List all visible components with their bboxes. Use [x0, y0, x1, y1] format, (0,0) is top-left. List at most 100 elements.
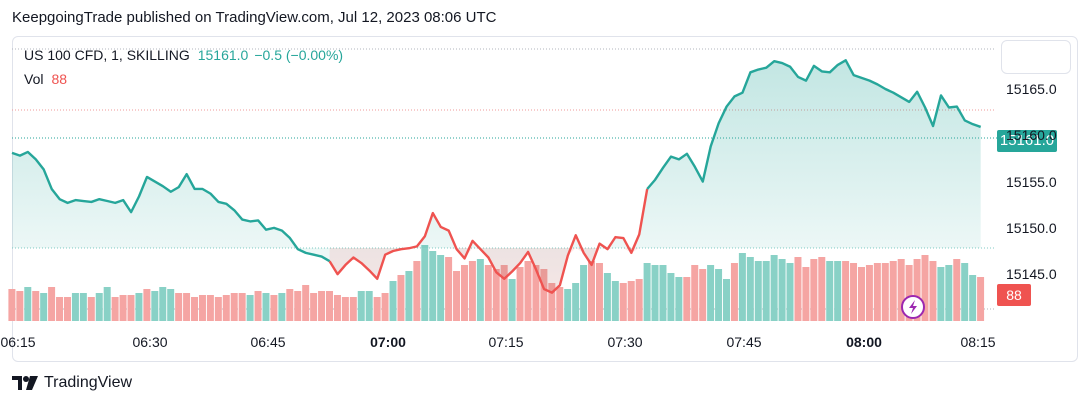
volume-bar	[357, 291, 365, 321]
x-axis-tick-label: 06:15	[0, 334, 36, 350]
volume-bar	[103, 287, 111, 321]
volume-bar	[365, 291, 373, 321]
last-price-tag: 15161.0	[997, 130, 1057, 152]
volume-bar	[516, 267, 524, 321]
volume-bar	[905, 265, 913, 321]
chart-toolbar-button[interactable]	[1001, 40, 1071, 74]
price-line-up-segment	[646, 59, 982, 190]
volume-bar	[937, 267, 945, 321]
volume-bar	[111, 297, 119, 321]
volume-bar	[445, 257, 453, 321]
volume-bar	[842, 261, 850, 321]
volume-bar	[603, 273, 611, 321]
volume-bar	[810, 259, 818, 321]
volume-bar	[675, 277, 683, 321]
volume-value: 88	[51, 71, 68, 87]
volume-bar	[151, 291, 159, 321]
volume-bar	[953, 259, 961, 321]
volume-bar	[381, 293, 389, 321]
price-line-down-segment	[328, 188, 649, 294]
volume-bar	[286, 289, 294, 321]
publish-header: KeepgoingTrade published on TradingView.…	[12, 9, 497, 26]
volume-bar	[318, 291, 326, 321]
volume-bar	[762, 261, 770, 321]
volume-bar	[619, 283, 627, 321]
y-axis-tick-label: 15160.0	[1006, 127, 1057, 144]
volume-bar	[238, 293, 246, 321]
volume-bar	[8, 289, 16, 321]
volume-bar	[397, 275, 405, 321]
volume-bar	[738, 253, 746, 321]
volume-bar	[79, 293, 87, 321]
volume-bar	[159, 287, 167, 321]
footer-brand[interactable]: TradingView	[12, 374, 132, 392]
volume-bar	[651, 265, 659, 321]
volume-bar	[476, 259, 484, 321]
volume-tag: 88	[997, 284, 1031, 306]
price-change: −0.5 (−0.00%)	[254, 47, 344, 63]
volume-bar	[262, 293, 270, 321]
volume-bar	[548, 283, 556, 321]
volume-bar	[373, 297, 381, 321]
volume-bar	[48, 287, 56, 321]
tradingview-logo-icon	[12, 376, 38, 390]
volume-bar	[873, 263, 881, 321]
volume-bar	[643, 263, 651, 321]
volume-bar	[778, 259, 786, 321]
volume-bar	[63, 297, 71, 321]
volume-bar	[524, 261, 532, 321]
volume-bar	[961, 263, 969, 321]
volume-bar	[198, 295, 206, 321]
volume-bar	[119, 295, 127, 321]
volume-bar	[468, 261, 476, 321]
volume-bar	[413, 261, 421, 321]
volume-bar	[341, 297, 349, 321]
volume-bar	[56, 297, 64, 321]
volume-bar	[945, 265, 953, 321]
volume-bar	[977, 277, 985, 321]
volume-bar	[857, 267, 865, 321]
volume-bar	[270, 295, 278, 321]
volume-bar	[913, 259, 921, 321]
volume-bar	[580, 265, 588, 321]
volume-bar	[40, 293, 48, 321]
x-axis-tick-label: 07:45	[726, 334, 762, 350]
volume-bar	[508, 279, 516, 321]
volume-bar	[865, 265, 873, 321]
volume-bar	[333, 295, 341, 321]
volume-bar	[707, 265, 715, 321]
symbol-legend: US 100 CFD, 1, SKILLING 15161.0 −0.5 (−0.0…	[24, 47, 343, 63]
volume-legend: Vol 88	[24, 71, 67, 87]
volume-bar	[691, 265, 699, 321]
volume-bar	[627, 281, 635, 321]
volume-bar	[564, 289, 572, 321]
symbol-title[interactable]: US 100 CFD, 1, SKILLING	[24, 47, 190, 63]
volume-bar	[222, 295, 230, 321]
volume-bar	[302, 285, 310, 321]
volume-bar	[595, 263, 603, 321]
volume-bar	[349, 297, 357, 321]
volume-bar	[754, 261, 762, 321]
volume-bar	[929, 261, 937, 321]
volume-bar	[24, 287, 32, 321]
volume-bar	[32, 291, 40, 321]
volume-bar	[206, 295, 214, 321]
volume-bar	[421, 245, 429, 321]
volume-bar	[556, 287, 564, 321]
volume-bar	[834, 261, 842, 321]
volume-bar	[794, 257, 802, 321]
volume-bar	[572, 283, 580, 321]
volume-bar	[826, 261, 834, 321]
volume-bar	[723, 279, 730, 321]
volume-bar	[326, 291, 333, 321]
volume-bar	[802, 267, 810, 321]
volume-label[interactable]: Vol	[24, 71, 44, 87]
volume-bar	[437, 255, 445, 321]
volume-bar	[635, 279, 643, 321]
volume-bar	[786, 263, 794, 321]
volume-bar	[310, 293, 318, 321]
volume-bar	[127, 295, 135, 321]
volume-bar	[969, 275, 977, 321]
volume-bar	[532, 265, 540, 321]
